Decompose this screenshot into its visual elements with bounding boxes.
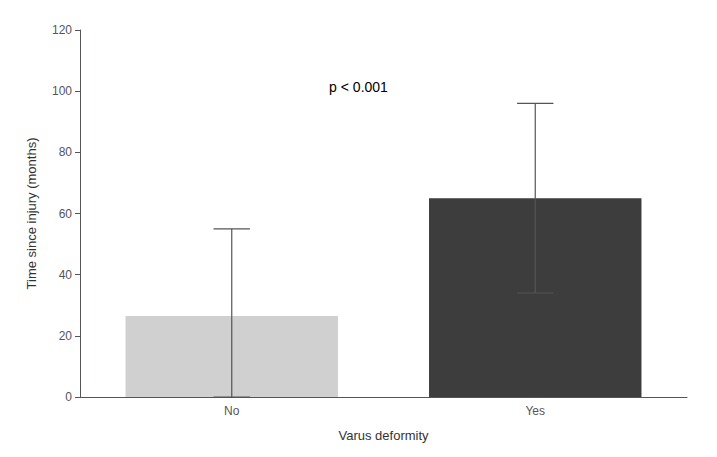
svg-text:80: 80 — [59, 145, 73, 159]
svg-text:40: 40 — [59, 268, 73, 282]
svg-text:No: No — [224, 404, 240, 418]
svg-text:120: 120 — [52, 23, 72, 37]
svg-text:20: 20 — [59, 329, 73, 343]
svg-text:60: 60 — [59, 207, 73, 221]
svg-text:Yes: Yes — [525, 404, 545, 418]
svg-text:Varus deformity: Varus deformity — [338, 428, 429, 443]
svg-text:100: 100 — [52, 84, 72, 98]
svg-text:p < 0.001: p < 0.001 — [329, 79, 388, 95]
svg-text:0: 0 — [65, 390, 72, 404]
svg-text:Time since injury (months): Time since injury (months) — [24, 138, 39, 290]
